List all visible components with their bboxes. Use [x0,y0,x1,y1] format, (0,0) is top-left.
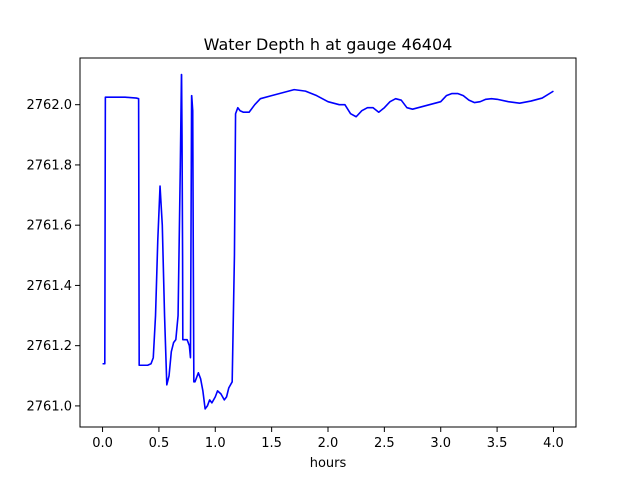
x-axis-label: hours [310,456,347,471]
x-tick-label: 4.0 [543,436,564,451]
y-axis: 2761.0 2761.2 2761.4 2761.6 2761.8 2762.0 [27,98,80,414]
x-axis: 0.0 0.5 1.0 1.5 2.0 2.5 3.0 3.5 4.0 [92,427,564,451]
x-tick-label: 1.0 [205,436,226,451]
x-tick-label: 3.5 [487,436,508,451]
x-tick-label: 2.0 [318,436,339,451]
y-tick-label: 2761.8 [27,158,73,173]
x-tick-label: 2.5 [374,436,395,451]
x-tick-label: 3.0 [430,436,451,451]
x-tick-label: 0.5 [149,436,170,451]
y-tick-label: 2762.0 [27,98,73,113]
x-tick-label: 0.0 [92,436,113,451]
x-tick-label: 1.5 [261,436,282,451]
y-tick-label: 2761.2 [27,339,73,354]
series-line [102,73,554,410]
chart-title: Water Depth h at gauge 46404 [204,35,453,54]
y-tick-label: 2761.4 [27,279,73,294]
y-tick-label: 2761.0 [27,399,73,414]
plot-area-frame [79,57,577,428]
y-tick-label: 2761.6 [27,219,73,234]
